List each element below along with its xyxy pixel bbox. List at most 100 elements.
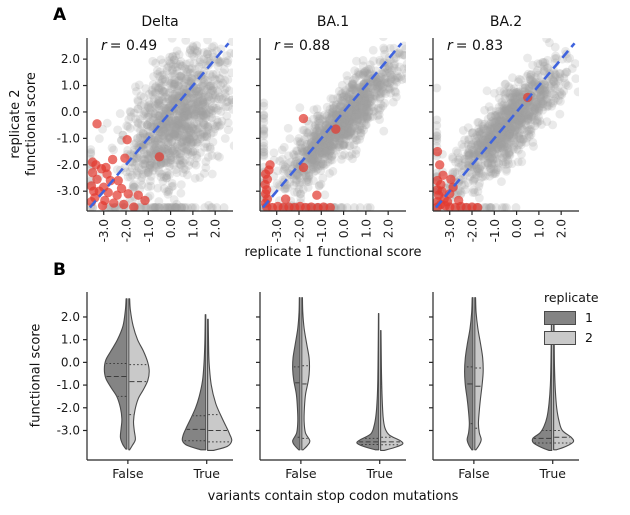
gray-point [161,147,171,157]
gray-point [326,155,335,165]
gray-point [187,89,196,99]
gray-point [189,89,199,99]
gray-point [241,128,250,137]
gray-point [377,85,387,94]
gray-point [496,123,506,133]
gray-point [140,155,150,165]
gray-point [476,169,486,179]
gray-point [188,109,197,119]
gray-point [501,107,511,117]
gray-point [196,89,206,99]
gray-point [528,81,537,91]
gray-point [385,70,395,79]
gray-point [304,127,314,137]
gray-point [346,89,356,99]
gray-point [135,139,145,149]
gray-point [306,156,316,166]
gray-point [174,120,183,130]
gray-point [462,150,472,160]
red-stop-codon-point [103,187,113,198]
gray-point [164,148,174,158]
identity-line [261,42,403,209]
gray-point [146,122,156,132]
gray-point [188,147,198,156]
gray-point [514,87,523,97]
gray-point [159,131,168,141]
gray-point [470,188,479,197]
gray-point [523,116,533,125]
gray-point [530,97,540,107]
gray-point [505,104,515,113]
gray-point [357,104,367,113]
violin-False-replicate-1 [103,298,128,450]
category-label: False [285,466,317,481]
gray-point [391,87,401,97]
red-stop-codon-point [120,153,130,163]
gray-point [190,146,200,156]
gray-point [357,92,367,102]
gray-point [163,203,173,211]
gray-point [165,101,174,111]
gray-point [500,105,509,115]
gray-point [543,97,553,107]
gray-point [496,149,506,158]
gray-point [195,134,205,144]
gray-point [294,149,304,159]
gray-point [142,120,152,130]
gray-point [144,89,154,99]
gray-point [509,140,518,150]
gray-point [492,149,502,159]
gray-point [173,62,183,72]
gray-point [355,125,365,135]
gray-point [496,116,506,125]
gray-point [555,69,565,78]
x-tick-label: 2.0 [209,219,223,238]
gray-point [368,77,377,87]
gray-point [320,146,330,155]
gray-point [322,139,331,148]
gray-point [133,123,142,132]
gray-point [494,121,504,131]
gray-point [499,133,508,143]
gray-point [356,128,366,138]
gray-point [167,144,177,154]
gray-point [129,179,138,189]
gray-point [345,127,355,137]
gray-point [153,144,163,153]
gray-point [484,131,494,141]
gray-point [486,153,496,163]
gray-point [321,121,330,130]
gray-point [160,129,170,139]
gray-point [493,165,503,175]
gray-point [328,100,338,110]
gray-point [174,75,184,85]
gray-point [526,130,536,139]
gray-point [204,53,213,63]
gray-point [329,133,339,143]
gray-point [354,86,364,96]
gray-point [347,124,357,134]
gray-point [463,123,473,133]
gray-point [539,66,549,76]
gray-point [223,58,232,68]
gray-point [202,49,212,59]
gray-point [159,103,169,113]
gray-point [560,69,570,79]
gray-point [190,64,200,74]
gray-point [159,121,169,131]
gray-point [318,114,327,124]
gray-point [279,142,289,152]
gray-point [153,99,163,108]
gray-point [167,84,177,94]
y-axis-label-line2: functional score [24,72,39,176]
gray-point [163,128,173,137]
gray-point [315,150,325,160]
gray-point [283,123,293,133]
gray-point [167,116,177,125]
gray-point [139,149,149,159]
gray-point [180,108,190,118]
gray-point [498,143,507,153]
gray-point [495,114,505,124]
gray-point [350,102,360,112]
gray-point [341,129,351,139]
